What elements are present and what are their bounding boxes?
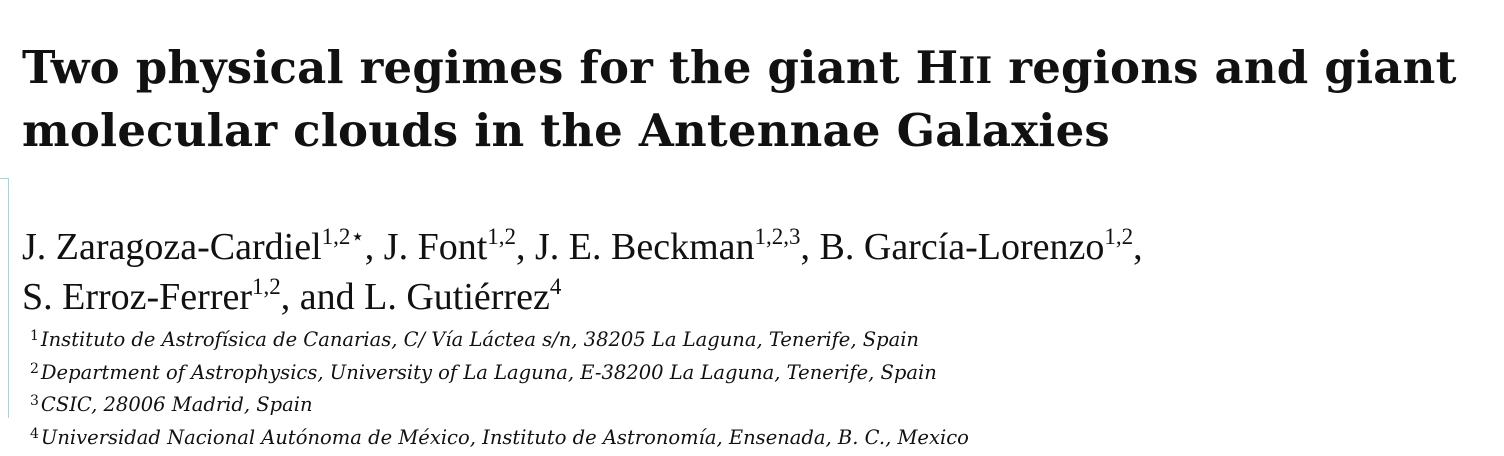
author-list: J. Zaragoza-Cardiel1,2⋆, J. Font1,2, J. … xyxy=(22,222,1482,322)
affiliation-text: Universidad Nacional Autónoma de México,… xyxy=(40,425,969,449)
affiliation-mark: 4 xyxy=(30,425,39,442)
author-separator: , xyxy=(364,226,384,268)
affiliation-text: CSIC, 28006 Madrid, Spain xyxy=(40,393,313,417)
author-separator: , xyxy=(516,226,536,268)
author-affiliation-marks: 4 xyxy=(549,274,562,299)
author-name: S. Erroz-Ferrer xyxy=(22,276,253,318)
author-name: L. Gutiérrez xyxy=(364,276,550,318)
author-affiliation-marks: 1,2⋆ xyxy=(321,224,365,249)
affiliation-item: 4 Universidad Nacional Autónoma de México… xyxy=(30,420,1490,453)
affiliation-text: Department of Astrophysics, University o… xyxy=(40,360,937,384)
title-text-after: regions and giant molecular clouds in th… xyxy=(22,41,1457,157)
author-separator: , and xyxy=(280,276,365,318)
title-small-caps: II xyxy=(958,50,993,92)
author-name: J. Zaragoza-Cardiel xyxy=(22,226,322,268)
author-affiliation-marks: 1,2 xyxy=(487,224,517,249)
author-affiliation-marks: 1,2,3 xyxy=(754,224,801,249)
paper-title: Two physical regimes for the giant HII r… xyxy=(22,38,1482,161)
affiliation-mark: 1 xyxy=(30,328,39,344)
margin-rule xyxy=(0,178,9,418)
affiliation-list: 1 Instituto de Astrofísica de Canarias, C… xyxy=(30,322,1490,452)
author-affiliation-marks: 1,2 xyxy=(252,274,281,299)
title-text-before: Two physical regimes for the giant H xyxy=(22,41,959,94)
author-name: J. Font xyxy=(383,226,488,268)
author-name: B. García-Lorenzo xyxy=(819,226,1105,268)
affiliation-mark: 3 xyxy=(30,393,39,410)
affiliation-mark: 2 xyxy=(30,360,39,377)
author-name: J. E. Beckman xyxy=(535,226,755,268)
author-separator: , xyxy=(1133,226,1143,268)
affiliation-item: 2 Department of Astrophysics, University … xyxy=(30,355,1490,388)
affiliation-item: 3 CSIC, 28006 Madrid, Spain xyxy=(30,387,1490,420)
affiliation-text: Instituto de Astrofísica de Canarias, C/… xyxy=(40,328,919,351)
author-separator: , xyxy=(800,226,820,268)
affiliation-item: 1 Instituto de Astrofísica de Canarias, C… xyxy=(30,322,1490,355)
author-affiliation-marks: 1,2 xyxy=(1104,224,1134,249)
